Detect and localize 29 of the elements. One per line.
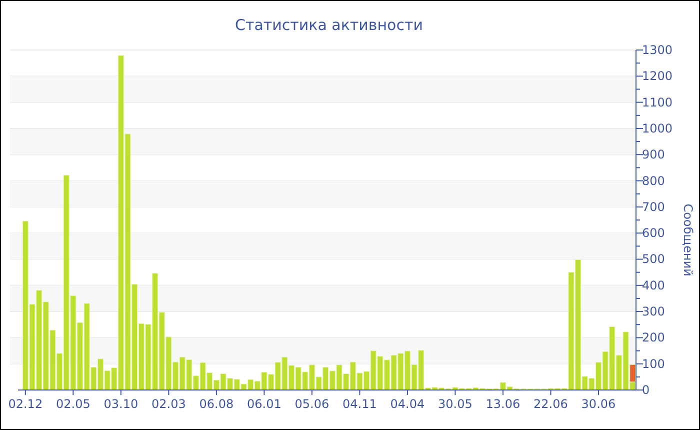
y-tick-label: 100 bbox=[642, 356, 665, 371]
y-tick-label: 700 bbox=[642, 200, 665, 214]
x-tick-label: 04.11 bbox=[342, 397, 377, 411]
x-tick-label: 13.06 bbox=[486, 397, 520, 411]
y-tick-label: 800 bbox=[642, 174, 665, 188]
y-tick-label: 0 bbox=[642, 383, 650, 397]
y-tick-label: 1100 bbox=[642, 95, 673, 110]
x-tick-label: 02.05 bbox=[56, 397, 90, 411]
x-tick-label: 05.06 bbox=[294, 397, 330, 411]
y-tick-label: 1000 bbox=[642, 121, 673, 136]
y-tick-label: 200 bbox=[642, 330, 665, 345]
y-tick-label: 900 bbox=[642, 148, 665, 162]
y-tick-label: 600 bbox=[642, 226, 665, 240]
x-tick-label: 30.05 bbox=[438, 397, 472, 411]
y-tick-label: 400 bbox=[642, 278, 665, 292]
y-tick-label: 1300 bbox=[642, 43, 673, 57]
x-tick-label: 02.12 bbox=[8, 397, 43, 411]
chart-title: Статистика активности bbox=[235, 16, 423, 34]
x-tick-label: 22.06 bbox=[534, 397, 568, 411]
x-tick-label: 06.01 bbox=[247, 397, 282, 411]
y-tick-label: 500 bbox=[642, 252, 665, 266]
y-axis-title: Сообщений bbox=[681, 204, 695, 276]
x-tick-label: 30.06 bbox=[581, 397, 616, 411]
y-tick-label: 1200 bbox=[642, 69, 673, 84]
x-tick-label: 02.03 bbox=[152, 397, 186, 411]
y-tick-label: 300 bbox=[642, 304, 665, 319]
x-tick-label: 03.10 bbox=[104, 397, 138, 411]
x-tick-label: 06.08 bbox=[199, 397, 234, 411]
x-tick-label: 04.04 bbox=[390, 397, 425, 411]
